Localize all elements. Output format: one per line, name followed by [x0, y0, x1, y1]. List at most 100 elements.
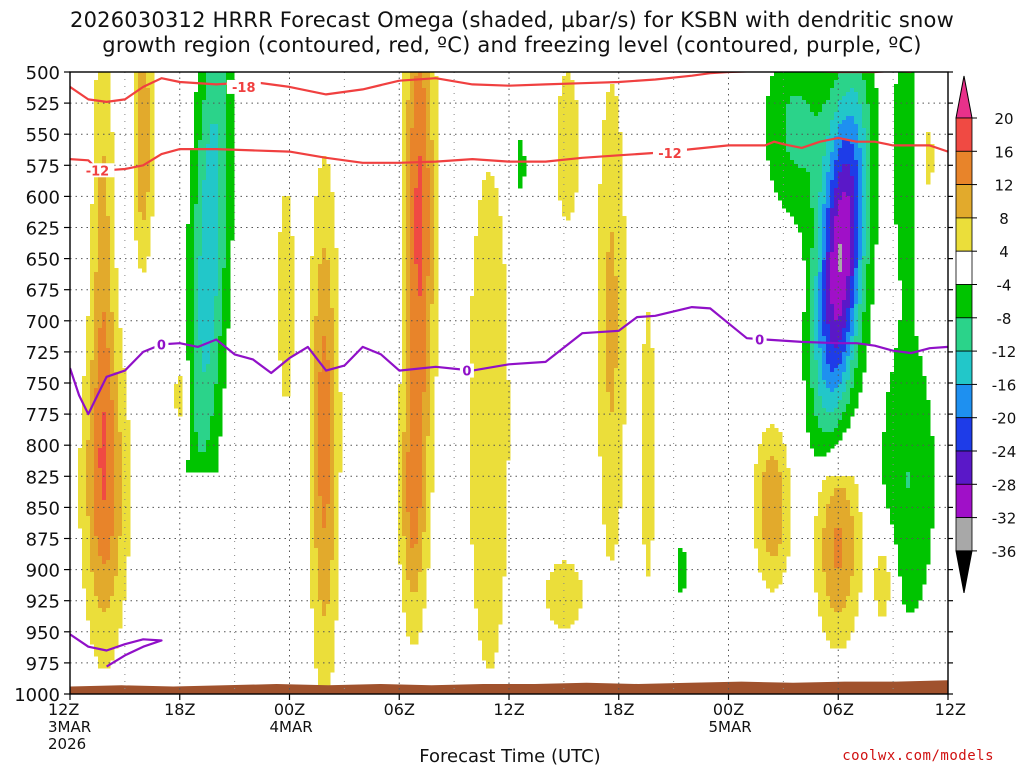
- omega-cell: [98, 312, 103, 317]
- omega-cell: [770, 156, 775, 161]
- omega-cell: [618, 208, 623, 213]
- omega-cell: [814, 268, 819, 273]
- omega-cell: [862, 268, 867, 273]
- omega-cell: [138, 264, 143, 269]
- omega-cell: [478, 284, 483, 289]
- omega-cell: [202, 256, 207, 261]
- omega-cell: [906, 172, 911, 177]
- omega-cell: [874, 240, 879, 245]
- omega-cell: [606, 232, 611, 237]
- omega-cell: [842, 236, 847, 241]
- omega-cell: [186, 300, 191, 305]
- omega-cell: [898, 104, 903, 109]
- omega-cell: [410, 192, 415, 197]
- omega-cell: [198, 236, 203, 241]
- omega-cell: [614, 172, 619, 177]
- omega-cell: [434, 260, 439, 265]
- omega-cell: [290, 316, 295, 321]
- omega-cell: [194, 176, 199, 181]
- omega-cell: [602, 320, 607, 325]
- omega-cell: [558, 96, 563, 101]
- omega-cell: [402, 320, 407, 325]
- omega-cell: [774, 72, 779, 77]
- omega-cell: [286, 304, 291, 309]
- omega-cell: [854, 188, 859, 193]
- omega-cell: [566, 212, 571, 217]
- omega-cell: [486, 312, 491, 317]
- omega-cell: [134, 76, 139, 81]
- omega-cell: [502, 320, 507, 325]
- omega-cell: [482, 288, 487, 293]
- omega-cell: [814, 336, 819, 341]
- omega-cell: [214, 184, 219, 189]
- omega-cell: [202, 248, 207, 253]
- omega-cell: [902, 176, 907, 181]
- omega-cell: [870, 252, 875, 257]
- omega-cell: [194, 108, 199, 113]
- omega-cell: [226, 132, 231, 137]
- omega-cell: [854, 196, 859, 201]
- omega-cell: [474, 256, 479, 261]
- omega-cell: [194, 288, 199, 293]
- omega-cell: [826, 148, 831, 153]
- omega-cell: [850, 272, 855, 277]
- omega-cell: [574, 128, 579, 133]
- omega-cell: [910, 328, 915, 333]
- omega-cell: [334, 252, 339, 257]
- omega-cell: [910, 128, 915, 133]
- omega-cell: [898, 168, 903, 173]
- omega-cell: [818, 304, 823, 309]
- omega-cell: [490, 284, 495, 289]
- omega-cell: [406, 88, 411, 93]
- omega-cell: [210, 160, 215, 165]
- omega-cell: [138, 180, 143, 185]
- omega-cell: [222, 336, 227, 341]
- omega-cell: [850, 268, 855, 273]
- omega-cell: [870, 172, 875, 177]
- omega-cell: [114, 284, 119, 289]
- omega-cell: [190, 152, 195, 157]
- omega-cell: [598, 304, 603, 309]
- omega-cell: [94, 128, 99, 133]
- omega-cell: [106, 116, 111, 121]
- omega-cell: [806, 136, 811, 141]
- omega-cell: [606, 140, 611, 145]
- omega-cell: [410, 80, 415, 85]
- omega-cell: [142, 256, 147, 261]
- omega-cell: [906, 236, 911, 241]
- omega-cell: [850, 164, 855, 169]
- omega-cell: [834, 184, 839, 189]
- omega-cell: [862, 80, 867, 85]
- omega-cell: [226, 112, 231, 117]
- omega-cell: [402, 132, 407, 137]
- omega-cell: [414, 140, 419, 145]
- omega-cell: [406, 308, 411, 313]
- omega-cell: [322, 328, 327, 333]
- omega-cell: [838, 104, 843, 109]
- omega-cell: [146, 192, 151, 197]
- omega-cell: [494, 220, 499, 225]
- omega-cell: [218, 316, 223, 321]
- omega-cell: [206, 120, 211, 125]
- omega-cell: [854, 220, 859, 225]
- omega-cell: [330, 228, 335, 233]
- omega-cell: [150, 72, 155, 77]
- omega-cell: [802, 220, 807, 225]
- omega-cell: [98, 284, 103, 289]
- omega-cell: [98, 248, 103, 253]
- omega-cell: [842, 124, 847, 129]
- omega-cell: [830, 188, 835, 193]
- omega-cell: [806, 180, 811, 185]
- omega-cell: [830, 288, 835, 293]
- omega-cell: [858, 164, 863, 169]
- omega-cell: [286, 224, 291, 229]
- omega-cell: [614, 188, 619, 193]
- omega-cell: [214, 312, 219, 317]
- omega-cell: [902, 156, 907, 161]
- omega-cell: [838, 80, 843, 85]
- omega-cell: [486, 324, 491, 329]
- omega-cell: [826, 204, 831, 209]
- omega-cell: [902, 152, 907, 157]
- omega-cell: [818, 240, 823, 245]
- omega-cell: [498, 268, 503, 273]
